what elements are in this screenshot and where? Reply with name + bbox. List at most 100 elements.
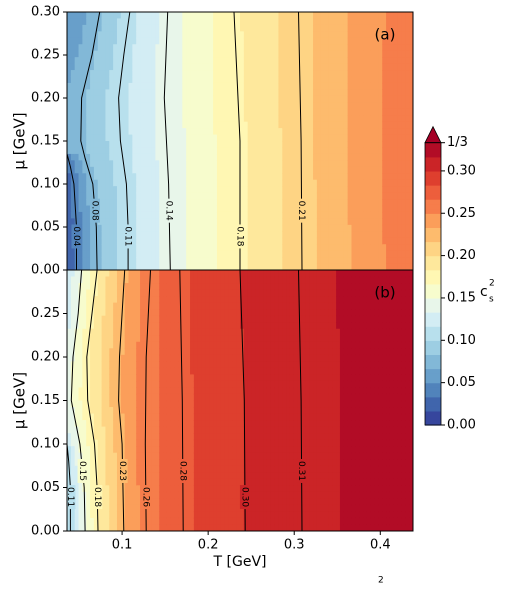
fill-cell [90, 173, 95, 181]
fill-cell [155, 82, 160, 90]
fill-cell [236, 134, 241, 142]
fill-cell [224, 218, 230, 226]
fill-cell [313, 121, 318, 129]
fill-cell [224, 70, 230, 78]
fill-cell [124, 166, 130, 174]
fill-cell [70, 18, 76, 26]
fill-cell [116, 50, 122, 58]
fill-cell [159, 224, 164, 232]
fill-cell [78, 102, 83, 110]
fill-cell [143, 452, 149, 460]
fill-cell [170, 315, 176, 323]
fill-cell [386, 102, 391, 110]
fill-cell [151, 465, 157, 473]
fill-cell [263, 128, 268, 136]
fill-cell [293, 199, 299, 207]
fill-cell [140, 224, 145, 232]
fill-cell [116, 426, 122, 434]
fill-cell [289, 173, 295, 181]
fill-cell [190, 420, 195, 428]
fill-cell [159, 472, 164, 480]
fill-cell [143, 315, 149, 323]
fill-cell [309, 186, 314, 194]
fill-cell [182, 439, 187, 447]
fill-cell [166, 141, 172, 149]
fill-cell [366, 18, 372, 26]
fill-cell [263, 250, 268, 258]
fill-cell [193, 218, 199, 226]
fill-cell [124, 147, 130, 155]
fill-cell [82, 257, 87, 265]
fill-cell [216, 121, 222, 129]
fill-cell [190, 348, 195, 356]
fill-cell [166, 413, 172, 421]
fill-cell [255, 50, 260, 58]
fill-cell [166, 491, 172, 499]
fill-cell [274, 166, 280, 174]
fill-cell [224, 63, 230, 71]
fill-cell [128, 263, 133, 270]
fill-cell [355, 57, 360, 65]
fill-cell [378, 205, 383, 213]
fill-cell [140, 147, 145, 155]
fill-cell [82, 289, 87, 297]
fill-cell [286, 57, 291, 65]
fill-cell [401, 231, 406, 239]
fill-cell [101, 50, 107, 58]
fill-cell [86, 491, 91, 499]
fill-cell [151, 173, 157, 181]
fill-cell [336, 115, 341, 123]
fill-cell [251, 50, 256, 58]
fill-cell [86, 420, 91, 428]
fill-cell [263, 63, 268, 71]
fill-cell [105, 387, 110, 395]
fill-cell [151, 218, 157, 226]
fill-cell [143, 446, 149, 454]
fill-cell [166, 426, 172, 434]
fill-cell [228, 153, 233, 161]
fill-cell [93, 283, 99, 291]
fill-cell [124, 37, 130, 45]
fill-cell [163, 147, 168, 155]
fill-cell [67, 147, 72, 155]
fill-cell [190, 70, 195, 78]
fill-cell [70, 218, 76, 226]
fill-cell [393, 57, 399, 65]
fill-cell [255, 12, 260, 20]
fill-cell [289, 89, 295, 97]
fill-cell [324, 173, 330, 181]
fill-cell [151, 237, 157, 245]
fill-cell [286, 224, 291, 232]
fill-cell [397, 70, 403, 78]
fill-cell [166, 315, 172, 323]
fill-cell [320, 50, 326, 58]
fill-cell [140, 160, 145, 168]
fill-cell [228, 24, 233, 32]
fill-cell [243, 141, 249, 149]
fill-cell [259, 231, 264, 239]
fill-cell [286, 147, 291, 155]
fill-cell [259, 205, 264, 213]
fill-cell [155, 511, 160, 519]
fill-cell [339, 31, 345, 39]
fill-cell [347, 244, 353, 252]
fill-cell [166, 341, 172, 349]
fill-cell [155, 296, 160, 304]
fill-cell [67, 433, 72, 441]
fill-cell [193, 76, 199, 84]
fill-cell [209, 218, 214, 226]
fill-cell [374, 186, 379, 194]
fill-cell [140, 115, 145, 123]
fill-cell [243, 231, 249, 239]
fill-cell [289, 31, 295, 39]
fill-cell [136, 374, 141, 382]
fill-cell [82, 57, 87, 65]
fill-cell [132, 387, 137, 395]
fill-cell [259, 121, 264, 129]
fill-cell [389, 263, 395, 270]
fill-cell [109, 231, 114, 239]
fill-cell [132, 50, 137, 58]
fill-cell [309, 121, 314, 129]
fill-cell [82, 31, 87, 39]
fill-cell [132, 263, 137, 270]
